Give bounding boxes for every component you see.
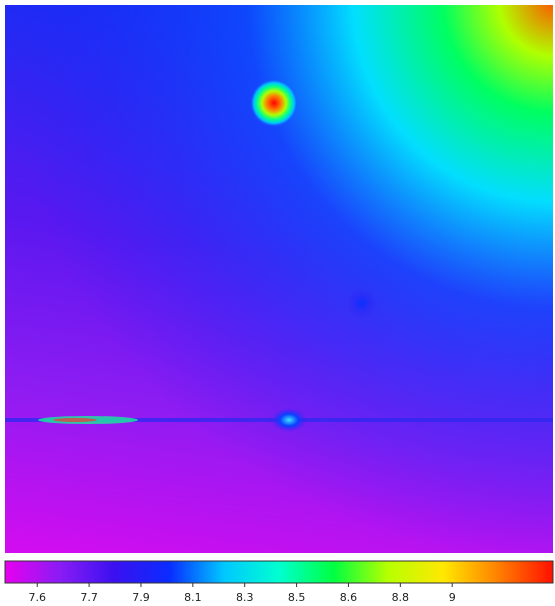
tick-label: 9 [449,591,456,604]
tick-label: 7.6 [28,591,46,604]
tick-label: 8.5 [288,591,306,604]
tick-label: 8.3 [236,591,254,604]
heatmap-image [5,5,553,553]
tick-label: 8.6 [340,591,358,604]
tick-label: 7.9 [132,591,150,604]
tick-label: 7.7 [80,591,98,604]
tick-label: 8.8 [392,591,410,604]
colorbar: 7.6 7.7 7.9 8.1 8.3 8.5 8.6 8.8 9 [4,560,554,604]
tick-label: 8.1 [184,591,202,604]
